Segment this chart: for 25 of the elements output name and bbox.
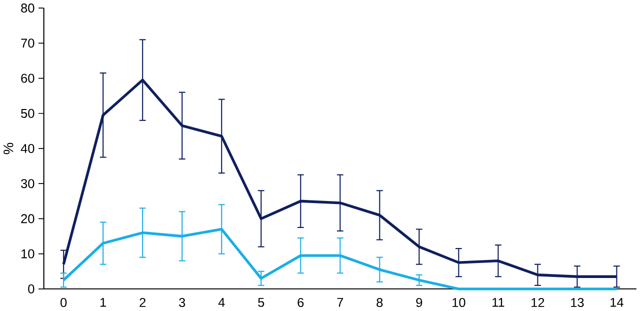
x-tick-label: 10 (452, 298, 466, 308)
x-tick-label: 3 (179, 298, 186, 308)
y-tick-label: 40 (20, 144, 34, 154)
y-tick-label: 70 (21, 38, 34, 48)
x-tick-label: 4 (218, 298, 225, 307)
y-tick-label: 10 (22, 250, 34, 259)
y-axis-title: % (4, 143, 14, 154)
x-tick-label: 6 (298, 298, 304, 308)
x-tick-label: 11 (492, 298, 504, 307)
y-tick-label: 80 (21, 4, 34, 13)
y-tick-label: 50 (21, 109, 34, 118)
x-tick-label: 14 (610, 298, 624, 307)
y-tick-label: 0 (28, 284, 34, 294)
x-tick-label: 7 (337, 298, 344, 307)
y-tick-label: 20 (21, 214, 34, 224)
x-tick-label: 12 (532, 298, 544, 308)
x-tick-label: 13 (571, 298, 584, 308)
y-tick-label: 30 (21, 179, 34, 188)
x-tick-label: 9 (416, 298, 422, 308)
x-tick-label: 2 (140, 298, 146, 308)
x-tick-label: 1 (100, 298, 106, 307)
x-tick-label: 0 (60, 298, 67, 308)
x-tick-label: 5 (258, 298, 264, 308)
y-tick-label: 60 (21, 74, 34, 83)
x-tick-label: 8 (376, 298, 383, 308)
